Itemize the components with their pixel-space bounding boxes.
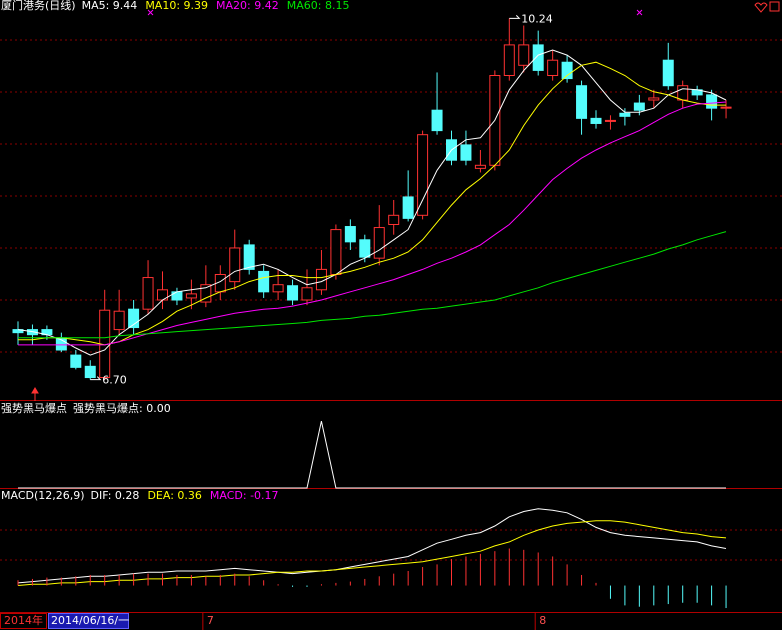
date-bar: 2014年 2014/06/16/一 — [0, 613, 129, 629]
candle-body — [402, 196, 414, 219]
candle-body — [243, 244, 255, 270]
annotation: 10.24 — [521, 12, 553, 25]
candle-body — [200, 284, 212, 303]
candle-body — [648, 97, 660, 101]
candle-body — [373, 227, 385, 259]
candle-body — [258, 270, 270, 293]
candle-body — [518, 44, 530, 66]
candle-body — [576, 85, 588, 119]
cursor-date: 2014/06/16/一 — [51, 614, 129, 627]
ma-line — [17, 520, 727, 586]
annotation-leader — [509, 15, 521, 19]
buy-marker — [31, 387, 39, 401]
annotation-leader — [90, 376, 102, 381]
candle-body — [344, 226, 356, 243]
candle-body — [301, 287, 313, 301]
candle-body — [128, 308, 140, 329]
x-tick-label: 7 — [207, 614, 214, 627]
candle-body — [633, 102, 645, 111]
legend-entry: DIF: 0.28 — [91, 489, 140, 502]
candle-body — [26, 329, 38, 336]
candle-body — [561, 61, 573, 80]
price-grid — [0, 39, 782, 561]
candle-body — [287, 285, 299, 301]
annotation: 6.70 — [102, 374, 127, 387]
year-box — [0, 613, 47, 629]
marker-x — [636, 9, 643, 16]
legend-entry: MA10: 9.39 — [145, 0, 208, 12]
candle-body — [185, 293, 197, 299]
candle-body — [547, 59, 559, 77]
candle-body — [142, 277, 154, 310]
candle-body — [229, 247, 241, 283]
candle-body — [590, 117, 602, 124]
panel-title: 强势黑马爆点 — [1, 401, 67, 415]
candle-body — [662, 59, 674, 87]
ma-line — [17, 508, 727, 584]
candle-body — [272, 284, 284, 293]
candle-body — [532, 44, 544, 71]
candle-body — [431, 109, 443, 132]
candle-body — [70, 354, 82, 368]
legend-entry: MA20: 9.42 — [216, 0, 279, 12]
ma-line — [17, 49, 727, 356]
ma-line — [18, 231, 727, 339]
panel-title: MACD(12,26,9) — [1, 489, 85, 502]
candle-body — [417, 134, 429, 216]
candle-body — [388, 214, 400, 225]
cursor-date-box — [48, 613, 129, 629]
legend-entry: 强势黑马爆点: 0.00 — [73, 401, 171, 415]
legend-entry: MA60: 8.15 — [287, 0, 350, 12]
legend-entry: MACD: -0.17 — [210, 489, 279, 502]
legend-entry: DEA: 0.36 — [147, 489, 201, 502]
ma-line — [18, 61, 726, 346]
year-label: 2014年 — [4, 613, 43, 627]
panel-title: 厦门港务(日线) — [1, 0, 76, 12]
legend-entry: MA5: 9.44 — [82, 0, 138, 12]
ma-line — [18, 101, 727, 346]
candle-body — [619, 112, 631, 117]
candle-body — [330, 229, 342, 275]
x-tick-label: 8 — [539, 614, 546, 627]
candle-body — [460, 144, 472, 161]
candle-body — [503, 44, 515, 77]
candle-body — [84, 365, 96, 379]
candle-body — [113, 310, 125, 331]
candle-body — [171, 291, 183, 301]
window-icon — [769, 1, 780, 12]
candle-body — [720, 106, 732, 109]
candle-body — [677, 85, 689, 101]
marker-x — [147, 9, 154, 16]
candle-body — [474, 164, 486, 169]
ma-line — [18, 420, 726, 489]
candle-body — [706, 94, 718, 109]
favorite-icon — [754, 2, 768, 13]
signal-markers — [147, 9, 643, 16]
candle-body — [12, 329, 24, 334]
candle-body — [604, 119, 616, 122]
candle-body — [359, 239, 371, 258]
